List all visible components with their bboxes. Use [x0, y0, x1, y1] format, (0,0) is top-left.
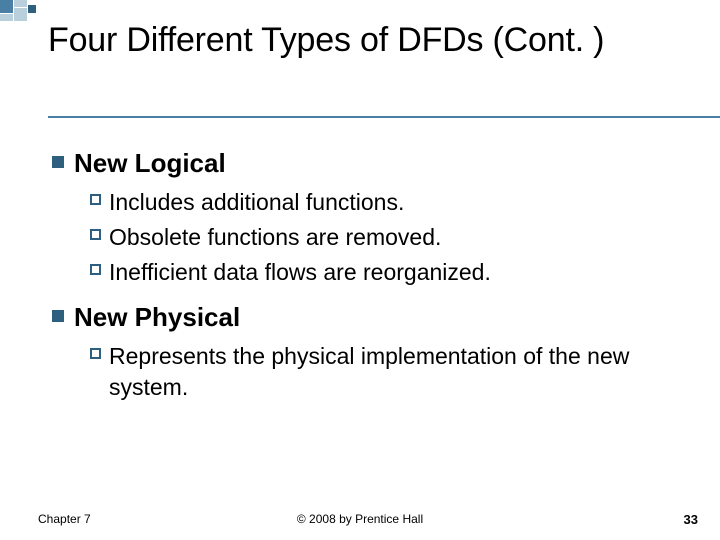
hollow-square-bullet-icon: [90, 264, 101, 275]
decor-square: [28, 5, 36, 13]
hollow-square-bullet-icon: [90, 229, 101, 240]
decor-square: [0, 14, 13, 21]
footer-copyright: © 2008 by Prentice Hall: [0, 512, 720, 526]
list-item-text: Obsolete functions are removed.: [109, 222, 441, 253]
slide-title: Four Different Types of DFDs (Cont. ): [48, 20, 690, 61]
list-item-text: Represents the physical implementation o…: [109, 341, 684, 403]
hollow-square-bullet-icon: [90, 194, 101, 205]
section-heading: New Physical: [52, 302, 684, 333]
decor-square: [14, 8, 27, 21]
section-items: Includes additional functions. Obsolete …: [90, 187, 684, 288]
footer-page-number: 33: [684, 512, 698, 527]
section-heading: New Logical: [52, 148, 684, 179]
decor-square: [0, 0, 13, 13]
list-item: Includes additional functions.: [90, 187, 684, 218]
list-item-text: Includes additional functions.: [109, 187, 404, 218]
list-item: Inefficient data flows are reorganized.: [90, 257, 684, 288]
slide: Four Different Types of DFDs (Cont. ) Ne…: [0, 0, 720, 540]
decor-square: [14, 0, 27, 7]
square-bullet-icon: [52, 156, 64, 168]
section-items: Represents the physical implementation o…: [90, 341, 684, 403]
section-heading-text: New Logical: [74, 148, 226, 179]
hollow-square-bullet-icon: [90, 348, 101, 359]
slide-footer: Chapter 7 © 2008 by Prentice Hall 33: [0, 512, 720, 526]
list-item-text: Inefficient data flows are reorganized.: [109, 257, 491, 288]
square-bullet-icon: [52, 310, 64, 322]
title-underline: [48, 116, 720, 118]
corner-decoration: [0, 0, 40, 28]
footer-chapter: Chapter 7: [38, 512, 91, 526]
list-item: Represents the physical implementation o…: [90, 341, 684, 403]
section-heading-text: New Physical: [74, 302, 240, 333]
list-item: Obsolete functions are removed.: [90, 222, 684, 253]
slide-body: New Logical Includes additional function…: [52, 134, 684, 407]
